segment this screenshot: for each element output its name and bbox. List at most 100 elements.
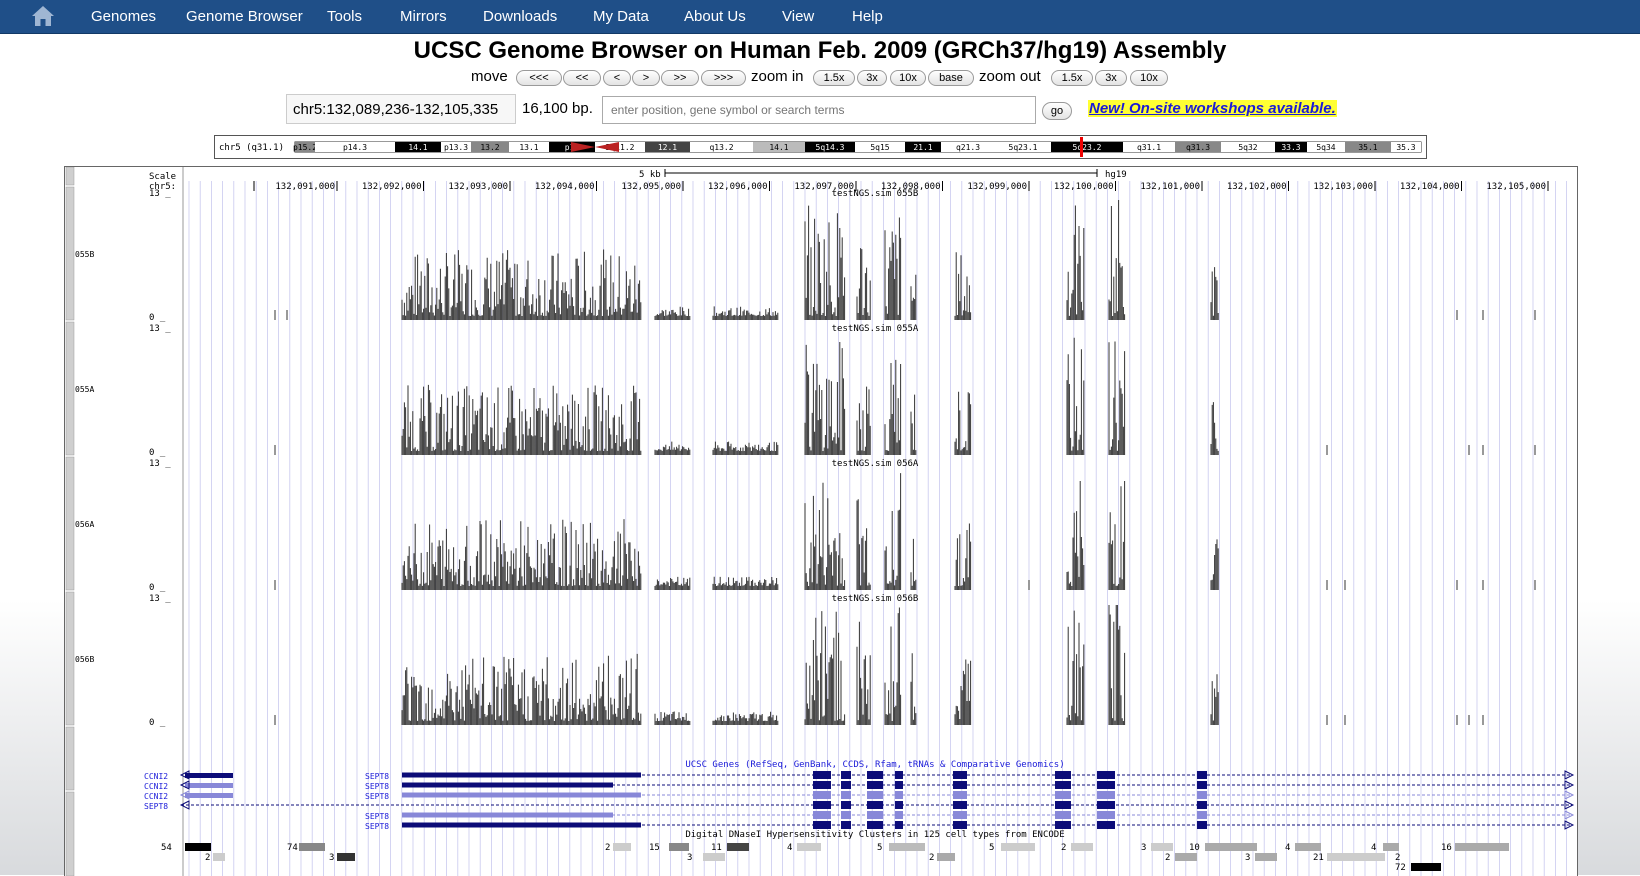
dnase-cluster[interactable] [1205, 843, 1257, 851]
nav-tools[interactable]: Tools [327, 8, 363, 25]
gene-exon[interactable] [841, 791, 851, 799]
gene-exon[interactable] [953, 771, 967, 779]
dnase-cluster[interactable] [1327, 853, 1385, 861]
gene-exon[interactable] [895, 771, 903, 779]
dnase-cluster[interactable] [889, 843, 925, 851]
track-gutter-button[interactable] [65, 791, 75, 876]
gene-exon[interactable] [953, 801, 967, 809]
gene-exon[interactable] [402, 822, 641, 828]
gene-exon[interactable] [895, 821, 903, 829]
gene-exon[interactable] [402, 782, 613, 788]
gene-exon[interactable] [1055, 821, 1071, 829]
track-short-label[interactable]: 055B [75, 250, 94, 259]
gene-exon[interactable] [1055, 811, 1071, 819]
dnase-cluster[interactable] [797, 843, 821, 851]
move-far-right-button[interactable]: >>> [701, 70, 746, 86]
gene-exon[interactable] [1197, 811, 1207, 819]
gene-exon[interactable] [841, 771, 851, 779]
gene-exon[interactable] [1097, 781, 1115, 789]
gene-exon[interactable] [813, 811, 831, 819]
gene-exon[interactable] [867, 811, 883, 819]
gene-exon[interactable] [813, 771, 831, 779]
gene-label-left[interactable]: CCNI2 [144, 782, 168, 791]
dnase-cluster[interactable] [1001, 843, 1035, 851]
dnase-cluster[interactable] [1383, 843, 1399, 851]
gene-exon[interactable] [841, 811, 851, 819]
track-gutter-button[interactable] [65, 726, 75, 791]
dnase-cluster[interactable] [937, 853, 955, 861]
gene-label-left[interactable]: SEPT8 [144, 802, 168, 811]
gene-exon[interactable] [841, 821, 851, 829]
gene-exon[interactable] [813, 801, 831, 809]
gene-exon[interactable] [402, 792, 641, 798]
dnase-cluster[interactable] [669, 843, 689, 851]
gene-exon[interactable] [1097, 801, 1115, 809]
gene-exon[interactable] [895, 801, 903, 809]
nav-about-us[interactable]: About Us [684, 8, 746, 25]
gene-exon[interactable] [185, 793, 233, 798]
gene-exon[interactable] [1197, 791, 1207, 799]
nav-my-data[interactable]: My Data [593, 8, 649, 25]
gene-exon[interactable] [953, 791, 967, 799]
gene-exon[interactable] [895, 791, 903, 799]
dnase-cluster[interactable] [213, 853, 225, 861]
dnase-cluster[interactable] [613, 843, 631, 851]
gene-label[interactable]: SEPT8 [365, 822, 389, 831]
gene-exon[interactable] [867, 771, 883, 779]
gene-exon[interactable] [1097, 771, 1115, 779]
gene-exon[interactable] [867, 801, 883, 809]
gene-exon[interactable] [813, 781, 831, 789]
dnase-cluster[interactable] [185, 843, 211, 851]
gene-exon[interactable] [1097, 791, 1115, 799]
nav-downloads[interactable]: Downloads [483, 8, 558, 25]
zoom-out-1.5x-button[interactable]: 1.5x [1051, 70, 1093, 86]
dnase-cluster[interactable] [1295, 843, 1321, 851]
gene-label[interactable]: SEPT8 [365, 782, 389, 791]
gene-exon[interactable] [1197, 771, 1207, 779]
dnase-cluster[interactable] [1411, 863, 1441, 871]
dnase-cluster[interactable] [1255, 853, 1277, 861]
gene-exon[interactable] [1197, 781, 1207, 789]
go-button[interactable]: go [1042, 102, 1072, 120]
gene-exon[interactable] [895, 811, 903, 819]
dnase-cluster[interactable] [1175, 853, 1197, 861]
nav-help[interactable]: Help [852, 8, 883, 25]
search-input[interactable] [602, 96, 1036, 124]
gene-exon[interactable] [1097, 821, 1115, 829]
zoom-in-10x-button[interactable]: 10x [890, 70, 926, 86]
gene-exon[interactable] [813, 821, 831, 829]
zoom-in-3x-button[interactable]: 3x [857, 70, 887, 86]
gene-exon[interactable] [953, 781, 967, 789]
move-right-more-button[interactable]: >> [661, 70, 699, 86]
dnase-cluster[interactable] [337, 853, 355, 861]
gene-exon[interactable] [953, 821, 967, 829]
move-left-more-button[interactable]: << [563, 70, 601, 86]
gene-label[interactable]: SEPT8 [365, 792, 389, 801]
chromosome-ideogram[interactable]: chr5 (q31.1) p15.2 p14.3 14.1 p13.3 13.2 13.1… [214, 135, 1427, 159]
track-gutter-button[interactable] [65, 167, 75, 186]
dnase-cluster[interactable] [299, 843, 325, 851]
track-gutter-button[interactable] [65, 456, 75, 591]
home-icon[interactable] [31, 5, 55, 27]
gene-exon[interactable] [1055, 791, 1071, 799]
gene-label[interactable]: SEPT8 [365, 772, 389, 781]
gene-label-left[interactable]: CCNI2 [144, 792, 168, 801]
gene-exon[interactable] [185, 773, 233, 778]
track-gutter-button[interactable] [65, 186, 75, 321]
dnase-cluster[interactable] [1455, 843, 1509, 851]
workshops-link[interactable]: New! On-site workshops available. [1088, 100, 1337, 117]
gene-exon[interactable] [841, 801, 851, 809]
gene-exon[interactable] [813, 791, 831, 799]
gene-exon[interactable] [1055, 771, 1071, 779]
move-far-left-button[interactable]: <<< [516, 70, 562, 86]
move-left-button[interactable]: < [603, 70, 631, 86]
browser-image[interactable]: Scale chr5: 5 kb hg19 132,091,000 132,092… [64, 166, 1578, 876]
gene-label[interactable]: SEPT8 [365, 812, 389, 821]
gene-exon[interactable] [867, 791, 883, 799]
gene-exon[interactable] [402, 772, 641, 778]
dnase-cluster[interactable] [1151, 843, 1173, 851]
nav-genome-browser[interactable]: Genome Browser [186, 8, 303, 25]
zoom-out-10x-button[interactable]: 10x [1130, 70, 1168, 86]
track-short-label[interactable]: 056B [75, 655, 94, 664]
gene-exon[interactable] [185, 783, 233, 788]
